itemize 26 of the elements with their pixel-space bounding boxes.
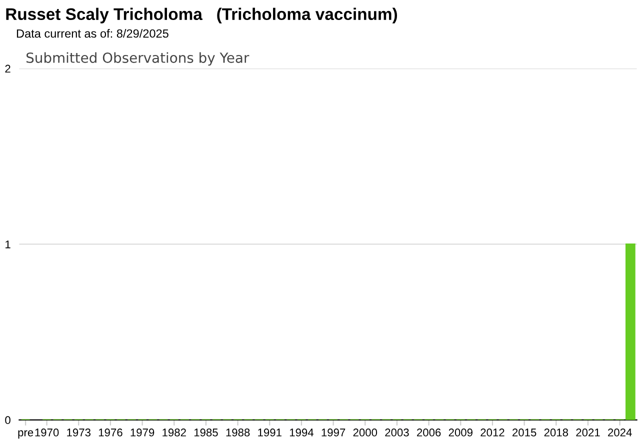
x-tick-label: 2000 [353, 428, 378, 436]
x-tick-label: 2015 [512, 428, 536, 436]
x-tick-label: 2006 [417, 428, 441, 436]
x-tick-label: 1997 [322, 428, 346, 436]
text: Submitted Observations by Year [26, 52, 250, 66]
x-tick-label: 2003 [385, 428, 409, 436]
x-tick-label: 2009 [448, 428, 472, 436]
x-tick-label: 2018 [544, 428, 568, 436]
x-tick-label: 2021 [576, 428, 600, 436]
x-tick-label: 1994 [290, 428, 314, 436]
x-tick-label: 1991 [258, 428, 282, 436]
chart-subtitle: Data current as of: 8/29/2025 [16, 29, 168, 38]
chart-title: Russet Scaly Tricholoma (Tricholoma vaccinum) [6, 8, 398, 24]
x-tick-label: 1985 [194, 428, 218, 436]
x-tick-label: 2012 [480, 428, 504, 436]
y-tick-label: 0 [5, 416, 10, 424]
x-tick-label: pre [18, 430, 34, 439]
x-tick-label: 1988 [226, 428, 250, 436]
x-tick-label: 1973 [67, 428, 90, 436]
y-tick-label: 1 [6, 240, 10, 248]
x-tick-label: 1976 [98, 428, 122, 436]
x-tick-label: 2024 [608, 428, 632, 436]
y-tick-label: 2 [5, 64, 10, 73]
x-tick-label: 1979 [130, 428, 154, 436]
x-tick-label: 1982 [162, 428, 186, 436]
x-tick-label: 1970 [35, 428, 59, 436]
